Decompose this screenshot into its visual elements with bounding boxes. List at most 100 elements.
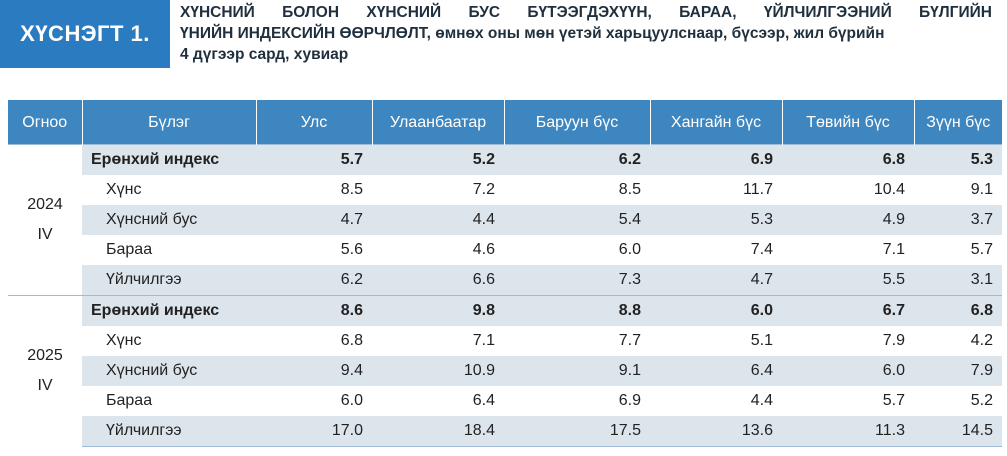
figure-title: ХҮНСНИЙ БОЛОН ХҮНСНИЙ БУС БҮТЭЭГДЭХҮҮН, … (180, 2, 1000, 65)
date-cell: 2024 IV (8, 144, 82, 296)
value-cell: 18.4 (372, 416, 504, 447)
value-cell: 9.4 (256, 356, 372, 386)
value-cell: 6.0 (340, 392, 363, 409)
group-label: Хүнс (106, 332, 142, 349)
table-row: Хүнс 6.8 7.1 7.7 5.1 7.9 4.2 (8, 326, 1002, 356)
table-row: Үйлчилгээ 6.2 6.6 7.3 4.7 5.5 3.1 (8, 265, 1002, 296)
value-cell: 5.7 (970, 241, 993, 258)
header-country: Улс (256, 100, 373, 145)
title-line-1: ХҮНСНИЙ БОЛОН ХҮНСНИЙ БУС БҮТЭЭГДЭХҮҮН, … (180, 2, 992, 23)
header-khangai-region: Хангайн бүс (650, 100, 783, 145)
date-quarter: IV (37, 377, 53, 395)
title-word: БҮЛГИЙН (919, 4, 992, 21)
value-cell: 7.1 (472, 332, 495, 349)
table-row: Хүнс 8.5 7.2 8.5 11.7 10.4 9.1 (8, 175, 1002, 205)
value-cell: 8.8 (504, 295, 650, 326)
title-word: ҮЙЛЧИЛГЭЭНИЙ (763, 4, 892, 21)
value-cell: 3.7 (914, 205, 1002, 235)
value-cell: 5.7 (882, 392, 905, 409)
value-cell: 8.5 (618, 181, 641, 198)
title-word: БОЛОН (282, 4, 340, 21)
header-eastern-region: Зүүн бүс (914, 100, 1002, 145)
title-word: ХҮНСНИЙ (180, 4, 255, 21)
title-word: БАРАА, (679, 4, 737, 21)
value-cell: 6.8 (340, 332, 363, 349)
table-row-total: 2025 IV Ерөнхий индекс 8.6 9.8 8.8 6.0 6.7 6.8 (8, 295, 1002, 447)
table-row: Бараа 5.6 4.6 6.0 7.4 7.1 5.7 (8, 235, 1002, 265)
value-cell: 4.9 (782, 205, 914, 235)
date-year: 2024 (27, 196, 63, 213)
value-cell: 8.5 (340, 181, 363, 198)
group-label: Үйлчилгээ (82, 416, 256, 447)
header-western-region: Баруун бүс (504, 100, 651, 145)
title-word: ХҮНСНИЙ (366, 4, 442, 21)
value-cell: 6.9 (650, 144, 782, 175)
value-cell: 11.3 (782, 416, 914, 447)
value-cell: 9.1 (504, 356, 650, 386)
value-cell: 7.7 (618, 332, 641, 349)
value-cell: 10.4 (873, 181, 905, 198)
group-label: Бараа (106, 241, 153, 258)
date-quarter: IV (37, 226, 53, 243)
value-cell: 6.2 (256, 265, 372, 296)
table-row: Бараа 6.0 6.4 6.9 4.4 5.7 5.2 (8, 386, 1002, 416)
header-ulaanbaatar: Улаанбаатар (372, 100, 505, 145)
price-index-table: Огноо Бүлэг Улс Улаанбаатар Баруун бүс Х… (8, 100, 1002, 447)
value-cell: 17.0 (256, 416, 372, 447)
value-cell: 5.3 (650, 205, 782, 235)
value-cell: 7.3 (504, 265, 650, 296)
value-cell: 4.6 (472, 241, 495, 258)
group-label: Хүнс (106, 181, 142, 198)
value-cell: 14.5 (914, 416, 1002, 447)
figure-badge: ХҮСНЭГТ 1. (0, 0, 170, 68)
table-row: Хүнсний бус 4.7 4.4 5.4 5.3 4.9 3.7 (8, 205, 1002, 235)
title-line-3: 4 дүгээр сард, хувиар (180, 46, 349, 63)
value-cell: 5.4 (504, 205, 650, 235)
value-cell: 7.4 (750, 241, 773, 258)
value-cell: 5.7 (256, 144, 372, 175)
value-cell: 5.6 (340, 241, 363, 258)
title-word: БУС (468, 4, 501, 21)
title-line-2: ҮНИЙН ИНДЕКСИЙН ӨӨРЧЛӨЛТ, өмнөх оны мөн … (180, 25, 885, 42)
value-cell: 4.7 (650, 265, 782, 296)
table-row: Хүнсний бус 9.4 10.9 9.1 6.4 6.0 7.9 (8, 356, 1002, 386)
value-cell: 7.1 (882, 241, 905, 258)
group-label: Хүнсний бус (82, 356, 256, 386)
group-label: Ерөнхий индекс (82, 295, 256, 326)
value-cell: 6.0 (782, 356, 914, 386)
header-central-region: Төвийн бүс (782, 100, 915, 145)
value-cell: 6.0 (618, 241, 641, 258)
value-cell: 7.9 (882, 332, 905, 349)
value-cell: 6.9 (618, 392, 641, 409)
value-cell: 10.9 (372, 356, 504, 386)
value-cell: 4.2 (970, 332, 993, 349)
value-cell: 5.2 (372, 144, 504, 175)
value-cell: 5.2 (970, 392, 993, 409)
header-group: Бүлэг (82, 100, 257, 145)
value-cell: 9.1 (970, 181, 993, 198)
date-year: 2025 (27, 347, 63, 365)
table-row-total: 2024 IV Ерөнхий индекс 5.7 5.2 6.2 6.9 6.8 5.3 (8, 144, 1002, 296)
value-cell: 6.8 (782, 144, 914, 175)
value-cell: 9.8 (372, 295, 504, 326)
group-label: Бараа (106, 392, 153, 409)
group-label: Үйлчилгээ (82, 265, 256, 296)
value-cell: 6.2 (504, 144, 650, 175)
value-cell: 5.3 (914, 144, 1002, 175)
value-cell: 4.4 (372, 205, 504, 235)
value-cell: 17.5 (504, 416, 650, 447)
value-cell: 4.7 (256, 205, 372, 235)
table-row: Үйлчилгээ 17.0 18.4 17.5 13.6 11.3 14.5 (8, 416, 1002, 447)
value-cell: 8.6 (256, 295, 372, 326)
value-cell: 5.5 (782, 265, 914, 296)
value-cell: 4.4 (750, 392, 773, 409)
value-cell: 6.6 (372, 265, 504, 296)
value-cell: 6.0 (650, 295, 782, 326)
date-cell: 2025 IV (8, 295, 82, 447)
group-label: Ерөнхий индекс (82, 144, 256, 175)
title-word: БҮТЭЭГДЭХҮҮН, (527, 4, 652, 21)
value-cell: 7.2 (472, 181, 495, 198)
value-cell: 3.1 (914, 265, 1002, 296)
table-header-row: Огноо Бүлэг Улс Улаанбаатар Баруун бүс Х… (8, 100, 1002, 145)
value-cell: 6.4 (650, 356, 782, 386)
